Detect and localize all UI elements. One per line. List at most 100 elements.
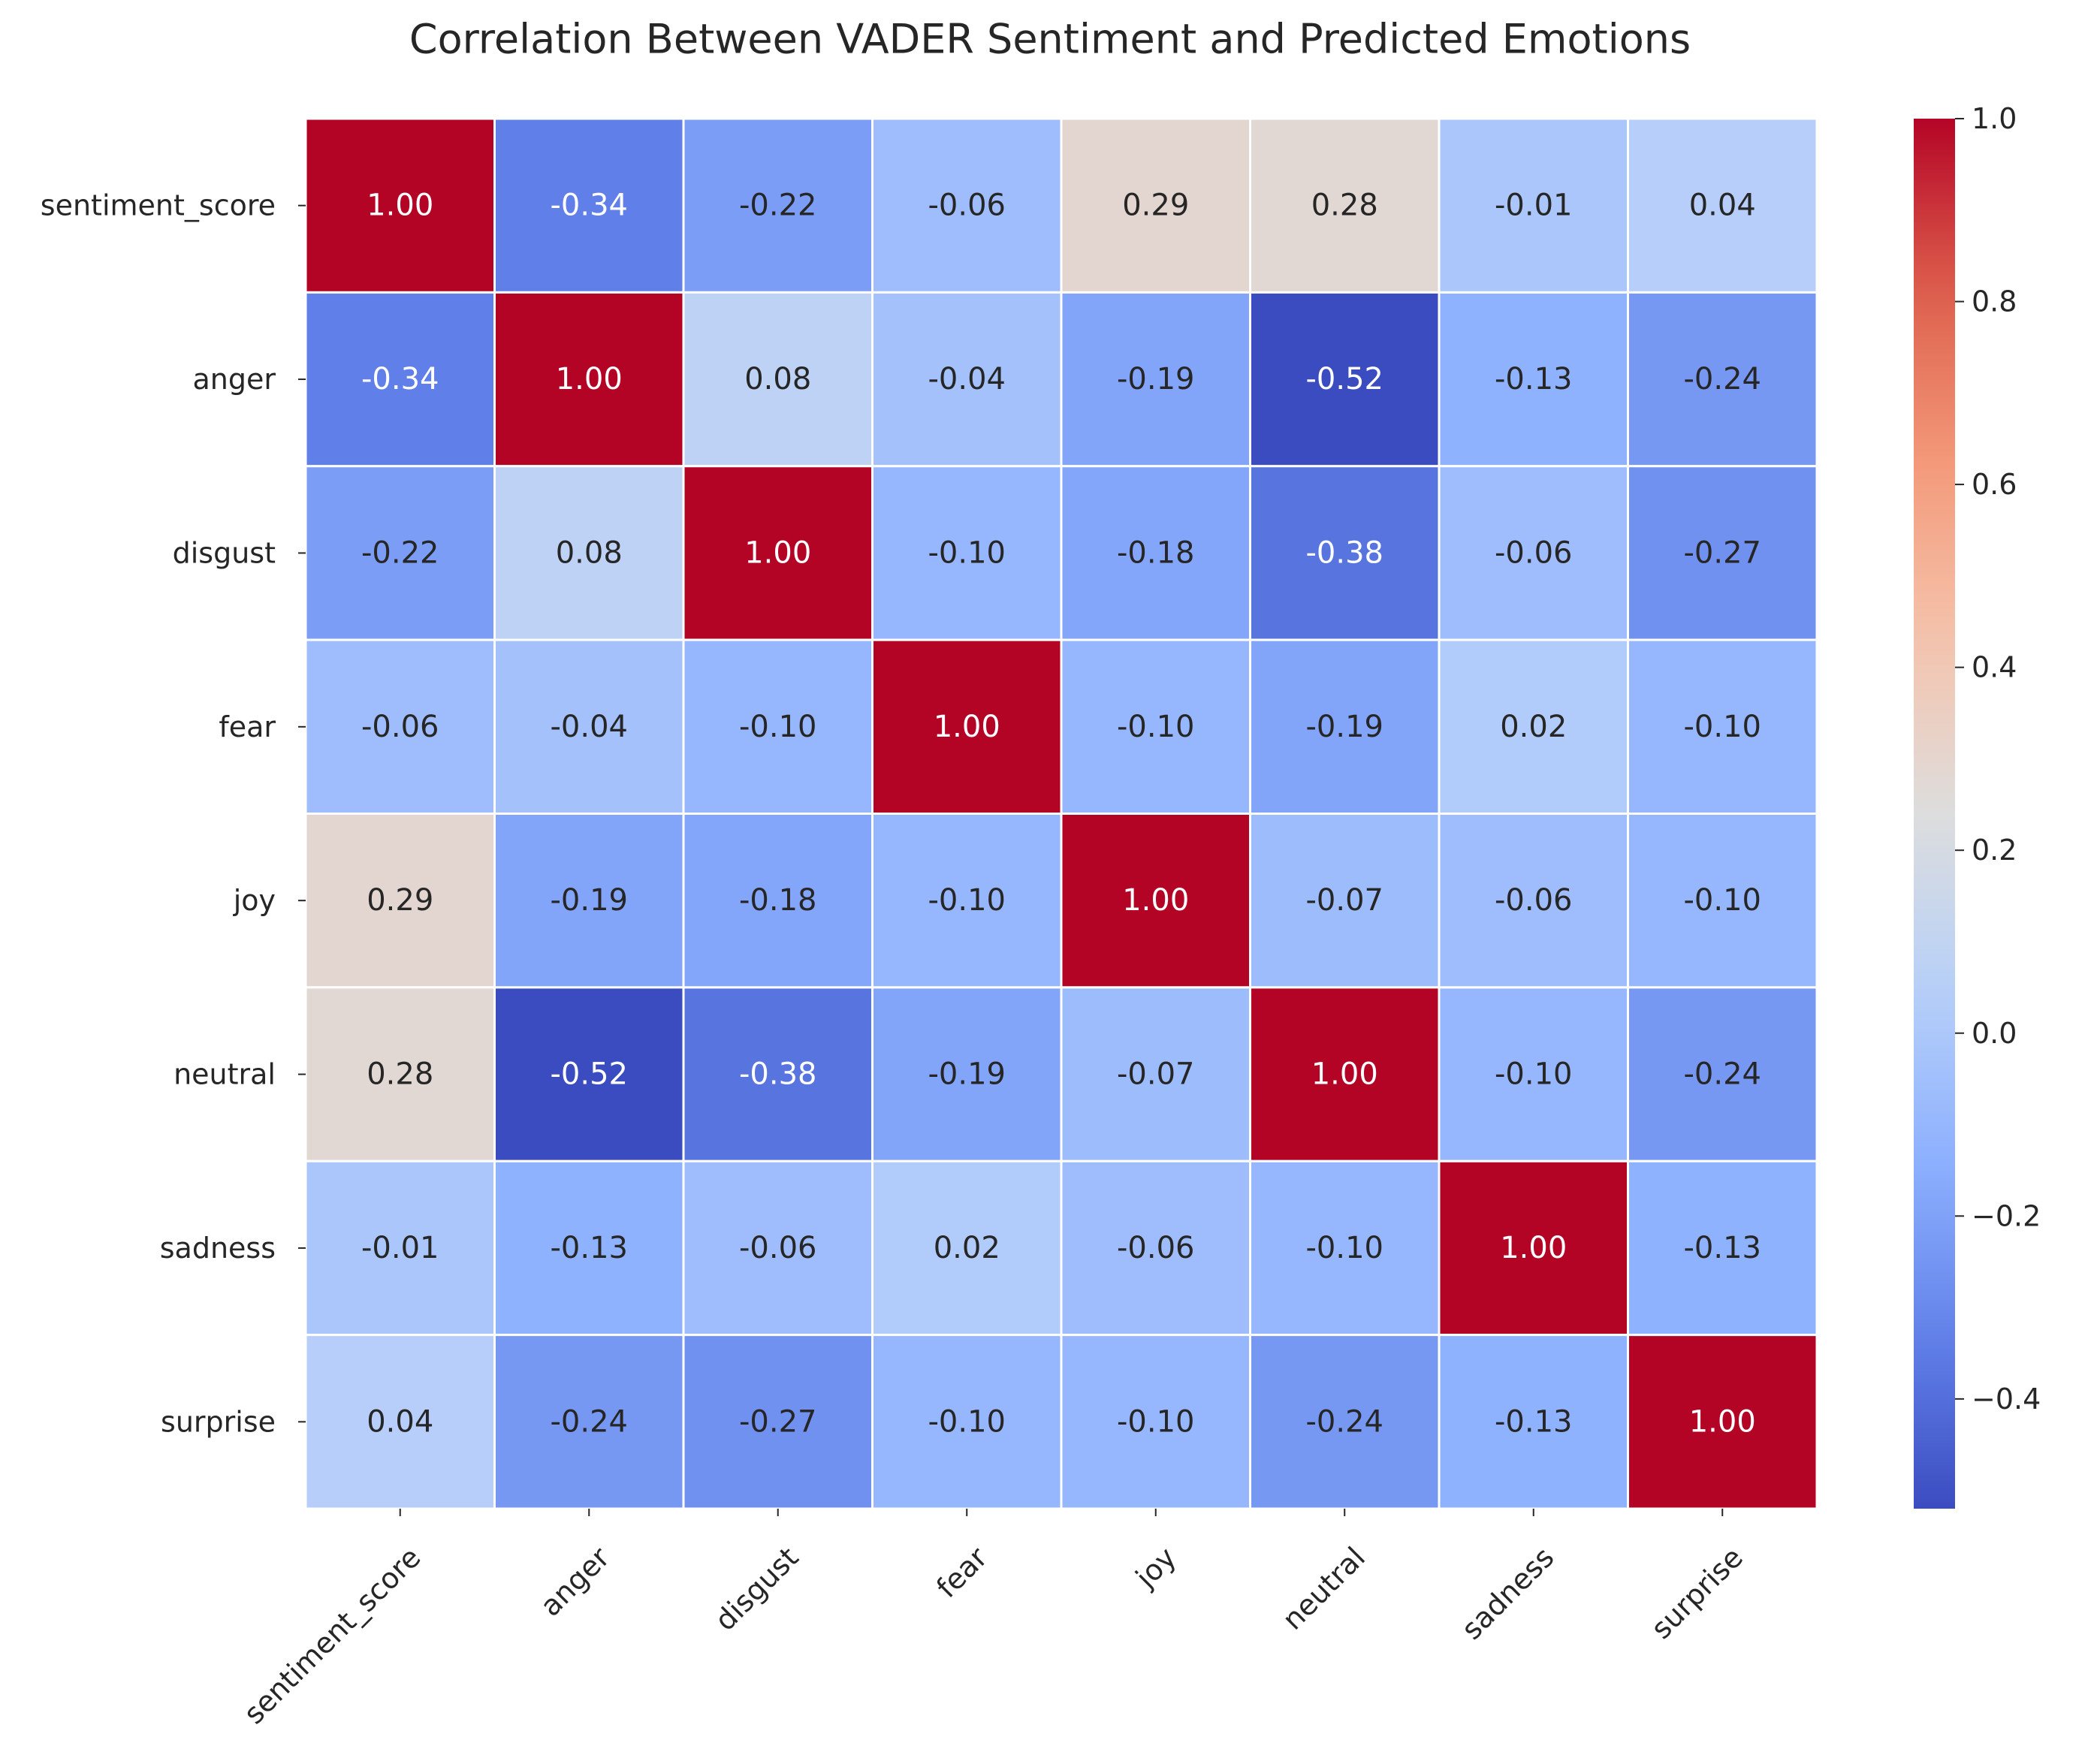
heatmap-cell (1627, 813, 1818, 989)
y-tick-label: surprise (161, 1405, 276, 1438)
x-axis-tick-labels: sentiment_score anger disgust fear joy neutra… (237, 1509, 1749, 1730)
heatmap-cell (1438, 1159, 1629, 1337)
cell-value-label: -0.06 (928, 188, 1006, 223)
heatmap-cell (1249, 117, 1441, 294)
cell-value-label: -0.06 (361, 710, 439, 744)
cell-value-label: -0.01 (1495, 188, 1573, 223)
colorbar-tick-label: 0.0 (1972, 1017, 2017, 1050)
colorbar-tick-label: 0.2 (1972, 834, 2017, 867)
cell-value-label: -0.24 (1684, 362, 1762, 397)
cell-value-label: -0.19 (928, 1057, 1006, 1092)
heatmap-cell (871, 813, 1063, 989)
x-tick-label: surprise (1645, 1541, 1749, 1645)
cell-value-label: -0.04 (928, 362, 1006, 397)
colorbar-tick-label: −0.2 (1972, 1199, 2041, 1232)
colorbar-gradient (1914, 119, 1955, 1509)
cell-value-label: 1.00 (1122, 883, 1189, 918)
y-tick-label: neutral (173, 1058, 276, 1091)
heatmap-cell (1060, 117, 1251, 294)
heatmap-cell (1438, 813, 1629, 989)
cell-value-label: -0.19 (1306, 710, 1384, 744)
cell-value-label: 0.29 (367, 883, 433, 918)
cell-value-label: -0.52 (551, 1057, 629, 1092)
x-tick-label: sadness (1455, 1541, 1560, 1646)
cell-value-label: -0.10 (928, 1404, 1006, 1439)
heatmap-cell (1249, 813, 1441, 989)
heatmap-cell (493, 291, 685, 468)
heatmap-cell (1438, 638, 1629, 815)
heatmap-cell (1249, 465, 1441, 641)
cell-value-label: -0.07 (1306, 883, 1384, 918)
heatmap-cell (682, 465, 873, 641)
cell-value-label: -0.07 (1117, 1057, 1195, 1092)
colorbar: −0.4 −0.2 0.0 0.2 0.4 0.6 0.8 1.0 (1914, 102, 2041, 1509)
heatmap-cell (1249, 1159, 1441, 1337)
heatmap-cell (1627, 291, 1818, 468)
heatmap-cell (1438, 986, 1629, 1162)
cell-value-label: -0.10 (1306, 1231, 1384, 1265)
cell-value-label: -0.06 (739, 1231, 817, 1265)
heatmap-cell (304, 1159, 496, 1337)
cell-value-label: 1.00 (1689, 1404, 1756, 1439)
heatmap-cell (1060, 1334, 1251, 1510)
heatmap-cell (682, 813, 873, 989)
cell-value-label: -0.18 (739, 883, 817, 918)
colorbar-tick-label: 1.0 (1972, 102, 2017, 135)
heatmap-cell (1060, 638, 1251, 815)
heatmap-cells: 1.00 -0.34 -0.22 -0.06 0.29 0.28 -0.01 0.04 -0.3… (304, 117, 1818, 1510)
cell-value-label: -0.10 (739, 710, 817, 744)
heatmap-cell (1627, 1159, 1818, 1337)
heatmap-cell (682, 117, 873, 294)
cell-value-label: -0.13 (1684, 1231, 1762, 1265)
heatmap-cell (1060, 1159, 1251, 1337)
cell-value-label: 0.08 (744, 362, 811, 397)
heatmap-cell (304, 117, 496, 294)
cell-value-label: -0.27 (1684, 535, 1762, 570)
cell-value-label: -0.18 (1117, 535, 1195, 570)
colorbar-tick-label: −0.4 (1972, 1383, 2041, 1416)
heatmap-cell (682, 1159, 873, 1337)
heatmap-cell (682, 1334, 873, 1510)
heatmap-cell (871, 117, 1063, 294)
heatmap-cell (304, 465, 496, 641)
heatmap-cell (1627, 1334, 1818, 1510)
cell-value-label: 0.04 (367, 1404, 433, 1439)
cell-value-label: -0.34 (361, 362, 439, 397)
cell-value-label: 0.29 (1122, 188, 1189, 223)
heatmap-cell (304, 638, 496, 815)
cell-value-label: -0.38 (1306, 535, 1384, 570)
y-tick-label: anger (193, 363, 276, 396)
y-tick-label: disgust (173, 536, 276, 569)
x-tick-label: fear (930, 1540, 994, 1604)
heatmap-cell (871, 465, 1063, 641)
heatmap-cell (493, 986, 685, 1162)
cell-value-label: -0.10 (928, 883, 1006, 918)
heatmap-cell (1627, 986, 1818, 1162)
cell-value-label: -0.01 (361, 1231, 439, 1265)
colorbar-tick-label: 0.4 (1972, 651, 2017, 684)
cell-value-label: -0.38 (739, 1057, 817, 1092)
cell-value-label: -0.10 (1684, 883, 1762, 918)
cell-value-label: -0.13 (1495, 1404, 1573, 1439)
cell-value-label: -0.24 (1684, 1057, 1762, 1092)
heatmap-cell (1627, 465, 1818, 641)
cell-value-label: 0.04 (1689, 188, 1756, 223)
cell-value-label: -0.10 (1117, 1404, 1195, 1439)
heatmap-cell (493, 1159, 685, 1337)
cell-value-label: -0.22 (361, 535, 439, 570)
x-tick-label: disgust (708, 1541, 804, 1637)
y-tick-label: sadness (160, 1232, 276, 1265)
heatmap-cell (871, 291, 1063, 468)
cell-value-label: -0.13 (551, 1231, 629, 1265)
x-tick-label: anger (534, 1540, 617, 1623)
cell-value-label: -0.10 (1117, 710, 1195, 744)
cell-value-label: -0.19 (1117, 362, 1195, 397)
cell-value-label: -0.52 (1306, 362, 1384, 397)
heatmap-cell (1249, 986, 1441, 1162)
heatmap-cell (682, 986, 873, 1162)
cell-value-label: 1.00 (744, 535, 811, 570)
heatmap-cell (1249, 291, 1441, 468)
cell-value-label: 1.00 (367, 188, 433, 223)
